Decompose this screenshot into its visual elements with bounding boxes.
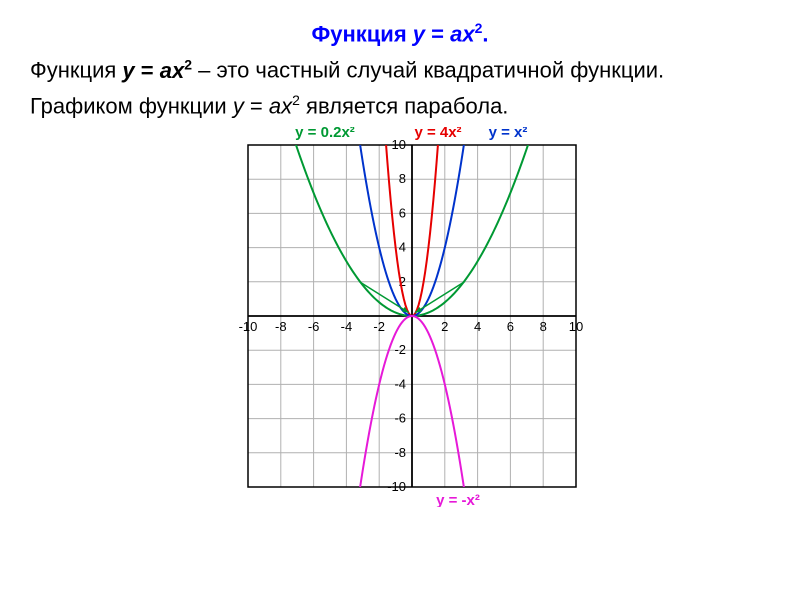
l1-ax: ax bbox=[160, 58, 184, 83]
svg-text:y = -x²: y = -x² bbox=[436, 492, 480, 507]
title-ax: ax bbox=[450, 21, 474, 46]
svg-text:10: 10 bbox=[569, 319, 583, 334]
svg-text:-2: -2 bbox=[394, 343, 406, 358]
svg-text:-8: -8 bbox=[275, 319, 287, 334]
svg-text:-8: -8 bbox=[394, 445, 406, 460]
l2-y: y bbox=[233, 94, 244, 119]
l1-eq: = bbox=[135, 58, 160, 83]
description-line-2: Графиком функции y = ax2 является парабо… bbox=[30, 91, 770, 121]
l1-y: y bbox=[122, 58, 134, 83]
page-title: Функция y = ax2. bbox=[30, 20, 770, 47]
l2-ax: ax bbox=[269, 94, 292, 119]
title-suffix: . bbox=[482, 21, 488, 46]
title-eq: = bbox=[425, 21, 450, 46]
svg-text:y = 4x²: y = 4x² bbox=[414, 127, 461, 141]
svg-text:-4: -4 bbox=[341, 319, 353, 334]
description-line-1: Функция y = ax2 – это частный случай ква… bbox=[30, 55, 770, 85]
svg-text:-10: -10 bbox=[387, 479, 406, 494]
svg-text:-2: -2 bbox=[373, 319, 385, 334]
svg-text:-6: -6 bbox=[394, 411, 406, 426]
title-y: y bbox=[413, 21, 425, 46]
svg-text:6: 6 bbox=[507, 319, 514, 334]
svg-text:8: 8 bbox=[540, 319, 547, 334]
chart-container: -10-8-6-4-2246810-10-8-6-4-2246810y = 0.… bbox=[30, 127, 770, 507]
svg-text:-6: -6 bbox=[308, 319, 320, 334]
svg-text:10: 10 bbox=[392, 137, 406, 152]
title-prefix: Функция bbox=[311, 21, 412, 46]
l2-sup: 2 bbox=[292, 92, 300, 108]
l1-t2: – это частный случай квадратичной функци… bbox=[192, 58, 664, 83]
svg-text:4: 4 bbox=[399, 240, 406, 255]
svg-text:-10: -10 bbox=[239, 319, 258, 334]
svg-text:6: 6 bbox=[399, 206, 406, 221]
svg-text:4: 4 bbox=[474, 319, 481, 334]
svg-text:2: 2 bbox=[441, 319, 448, 334]
svg-text:8: 8 bbox=[399, 172, 406, 187]
l1-sup: 2 bbox=[184, 56, 192, 72]
svg-text:y = 0.2x²: y = 0.2x² bbox=[295, 127, 355, 141]
l2-eq: = bbox=[244, 94, 269, 119]
l2-t1: Графиком функции bbox=[30, 94, 233, 119]
svg-text:-4: -4 bbox=[394, 377, 406, 392]
l1-t1: Функция bbox=[30, 58, 122, 83]
parabola-chart: -10-8-6-4-2246810-10-8-6-4-2246810y = 0.… bbox=[210, 127, 590, 507]
l2-t2: является парабола. bbox=[300, 94, 508, 119]
svg-text:y = x²: y = x² bbox=[489, 127, 528, 141]
